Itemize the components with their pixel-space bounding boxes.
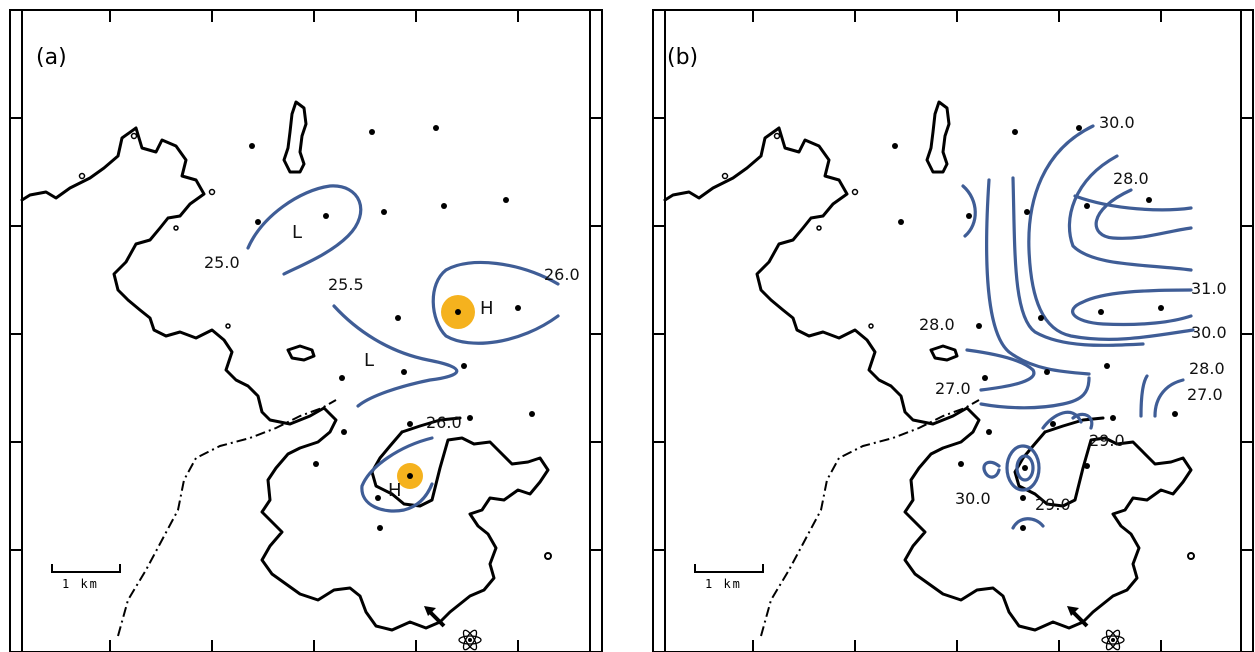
zone-label-high: H [388, 480, 402, 501]
isotherm-label: 28.0 [1113, 169, 1149, 188]
atom-icon [458, 629, 482, 651]
isotherm-label: 26.0 [544, 265, 580, 284]
isotherm-label: 25.5 [328, 275, 364, 294]
zone-label-low: L [364, 350, 374, 371]
isotherm-label: 31.0 [1191, 279, 1227, 298]
svg-text:1 km: 1 km [62, 577, 99, 591]
isotherm-label: 28.0 [919, 315, 955, 334]
isotherm-label: 30.0 [1191, 323, 1227, 342]
panel-b: (b) [643, 0, 1255, 652]
island-north [925, 100, 951, 174]
island-small [286, 344, 316, 362]
isotherm-label: 29.0 [1089, 431, 1125, 450]
coastline [663, 126, 1193, 632]
svg-text:1 km: 1 km [705, 577, 742, 591]
frame-ticks [10, 10, 602, 652]
scale-bar: 1 km [51, 564, 121, 591]
island-small [929, 344, 959, 362]
isotherm-25-0 [246, 184, 363, 276]
stations [249, 125, 535, 531]
isotherm-label: 28.0 [1189, 359, 1225, 378]
isotherm-label: 25.0 [204, 253, 240, 272]
wind-arrow-icon [424, 606, 446, 628]
zone-label-low: L [292, 222, 302, 243]
boundary-line [117, 399, 337, 637]
isotherm-26-0 [431, 260, 560, 345]
panel-a: (a) [0, 0, 612, 652]
isotherm-label: 30.0 [955, 489, 991, 508]
frame-ticks [653, 10, 1253, 652]
stations [892, 125, 1178, 531]
isotherm-25-5 [332, 304, 459, 408]
isotherms [961, 124, 1195, 530]
panel-label: (b) [667, 45, 698, 70]
wind-arrow-icon [1067, 606, 1089, 628]
atom-icon [1101, 629, 1125, 651]
isotherm-label: 29.0 [1035, 495, 1071, 514]
map-frame [652, 9, 1254, 652]
island-north [282, 100, 308, 174]
map-frame [9, 9, 603, 652]
map-a: (a) [9, 9, 603, 652]
isotherm-label: 27.0 [1187, 385, 1223, 404]
scale-bar: 1 km [694, 564, 764, 591]
map-b: (b) [652, 9, 1254, 652]
isotherm-label: 30.0 [1099, 113, 1135, 132]
isotherm-label: 26.0 [426, 413, 462, 432]
isotherm-26-0-south [360, 436, 434, 513]
coastline [20, 126, 550, 632]
boundary-line [760, 399, 980, 637]
isotherm-label: 27.0 [935, 379, 971, 398]
panel-label: (a) [36, 45, 67, 70]
zone-label-high: H [480, 298, 494, 319]
